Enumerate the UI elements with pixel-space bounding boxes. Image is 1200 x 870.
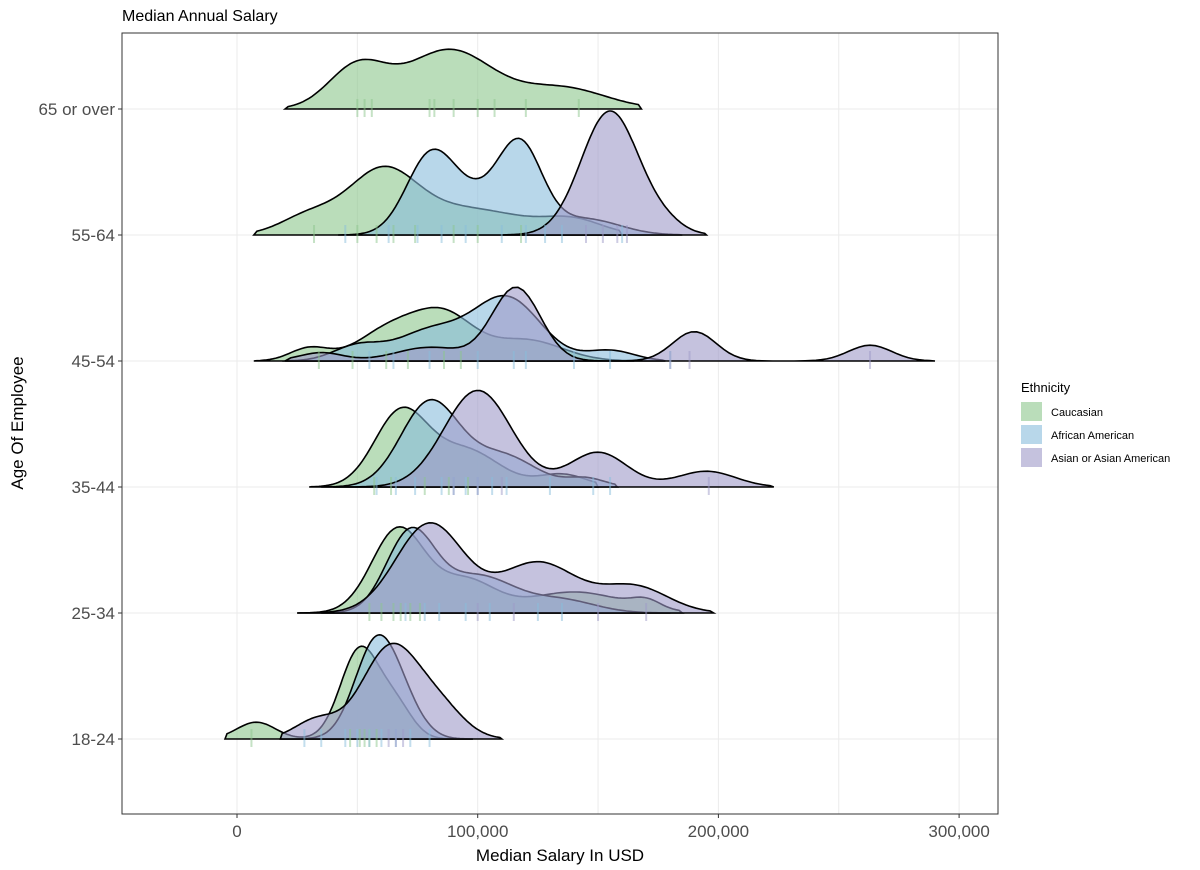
x-axis-label: Median Salary In USD	[476, 846, 644, 865]
density-asian-or-asian-american-35-44	[333, 389, 775, 488]
grid-lines	[122, 33, 998, 814]
chart-title: Median Annual Salary	[122, 8, 278, 25]
y-tick-label: 45-54	[72, 352, 115, 371]
y-tick-label: 18-24	[72, 730, 115, 749]
y-tick-label: 55-64	[72, 226, 115, 245]
y-axis-ticks: 18-24 25-34 35-44 45-54 55-64 65 or over	[38, 100, 122, 749]
legend-title: Ethnicity	[1021, 380, 1071, 395]
y-tick-label: 25-34	[72, 604, 115, 623]
density-ridges	[223, 48, 936, 740]
y-axis-label: Age Of Employee	[8, 356, 27, 489]
rug-marks	[250, 99, 872, 747]
legend-swatch	[1021, 402, 1042, 421]
density-asian-or-asian-american-18-24	[279, 642, 505, 740]
legend-swatch	[1021, 425, 1042, 444]
plot-panel-border	[121, 32, 999, 815]
x-tick-label: 0	[232, 822, 241, 841]
legend-swatch	[1021, 448, 1042, 467]
density-african-american-45-54	[285, 294, 666, 362]
legend: Ethnicity Caucasian African American Asian…	[1021, 380, 1170, 467]
legend-label: Asian or Asian American	[1051, 453, 1170, 465]
y-tick-label: 35-44	[72, 478, 115, 497]
legend-label: African American	[1051, 430, 1134, 442]
x-tick-label: 200,000	[688, 822, 749, 841]
y-tick-label: 65 or over	[38, 100, 115, 119]
density-asian-or-asian-american-55-64	[501, 110, 709, 236]
legend-label: Caucasian	[1051, 407, 1103, 419]
density-asian-or-asian-american-25-34	[297, 521, 717, 614]
x-axis-ticks: 0 100,000 200,000 300,000	[232, 814, 990, 841]
x-tick-label: 300,000	[928, 822, 989, 841]
density-caucasian-65-or-over	[282, 48, 643, 110]
x-tick-label: 100,000	[447, 822, 508, 841]
